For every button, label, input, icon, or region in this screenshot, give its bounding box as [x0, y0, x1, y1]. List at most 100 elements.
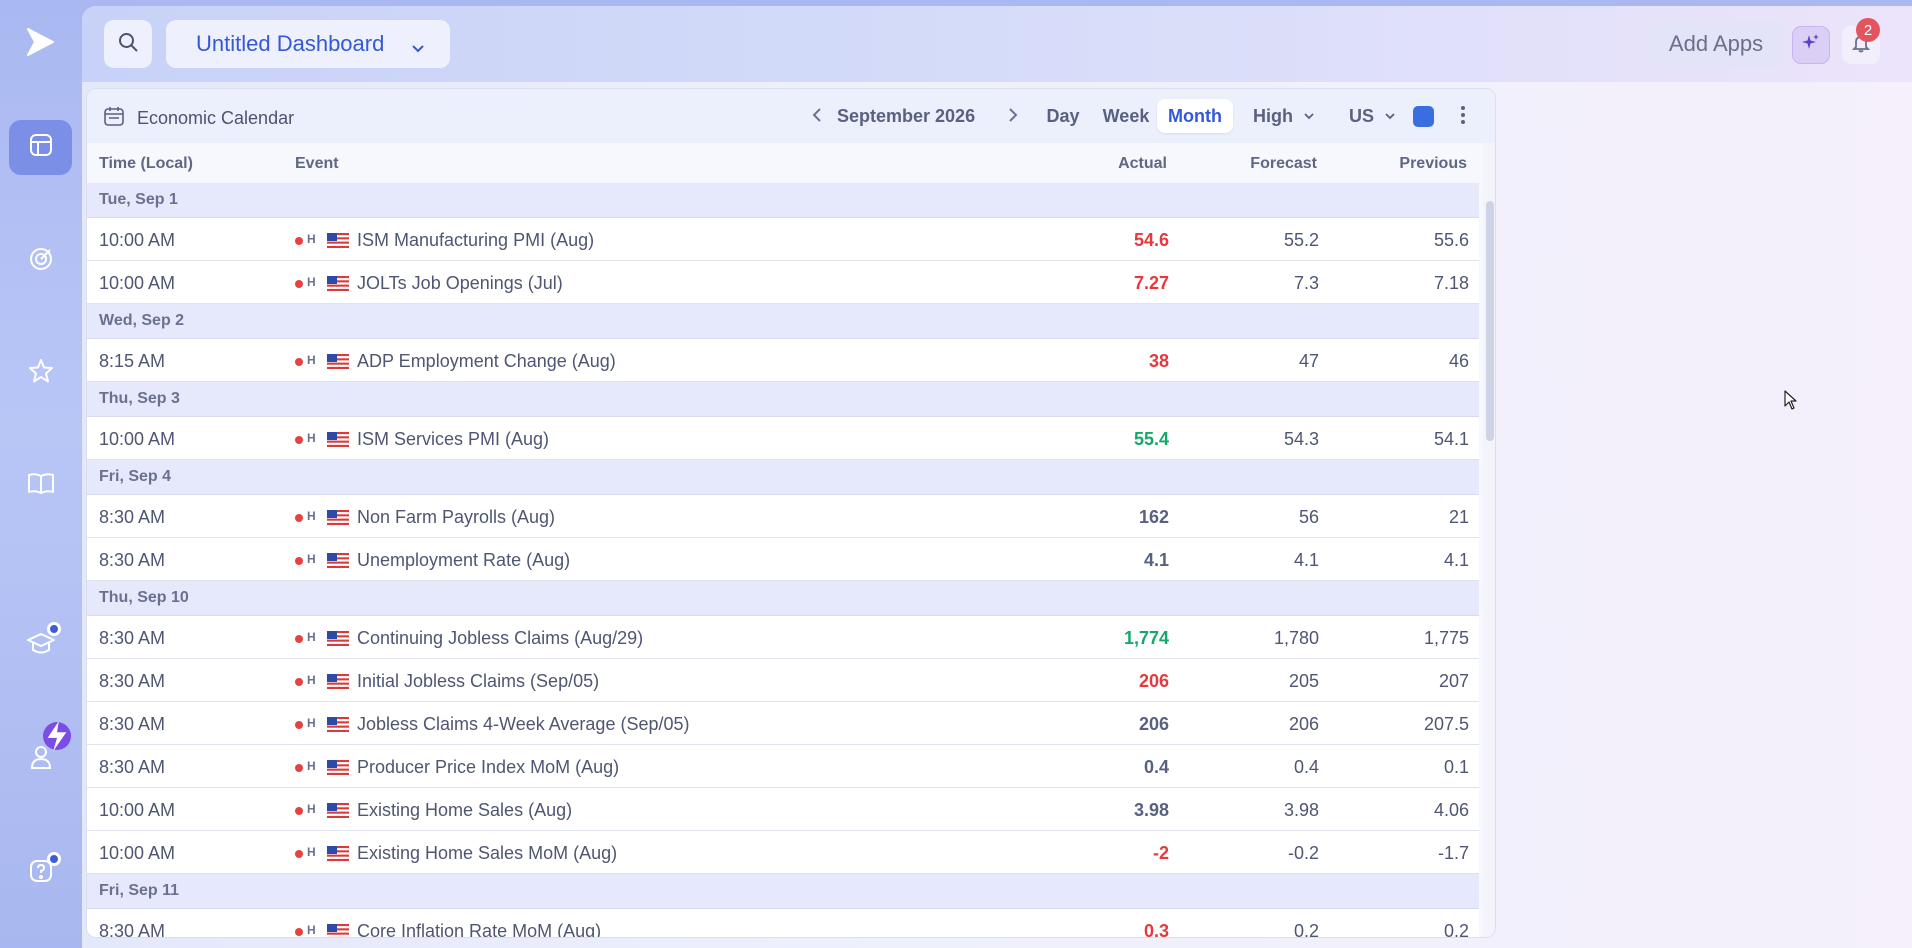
sidebar-item-dashboard[interactable] — [9, 120, 72, 175]
view-week-button[interactable]: Week — [1102, 105, 1150, 126]
us-flag-icon — [327, 431, 349, 447]
event-name[interactable]: Initial Jobless Claims (Sep/05) — [357, 671, 600, 691]
event-name[interactable]: ADP Employment Change (Aug) — [357, 351, 616, 371]
event-actual: 0.4 — [1143, 757, 1169, 777]
add-apps-button[interactable]: Add Apps — [1648, 20, 1784, 68]
event-actual: 3.98 — [1133, 800, 1169, 820]
widget-color-picker[interactable] — [1413, 106, 1434, 127]
column-header-event[interactable]: Event — [295, 155, 339, 172]
importance-dot-icon — [295, 358, 303, 366]
sidebar-item-profile[interactable] — [9, 721, 72, 787]
importance-label: H — [307, 232, 316, 246]
importance-dot-icon — [295, 928, 303, 936]
scrollbar-thumb[interactable] — [1486, 201, 1494, 441]
event-row[interactable]: 8:30 AM H Unemployment Rate (Aug) 4.1 4.1 4.1 — [87, 538, 1479, 581]
event-row[interactable]: 10:00 AM H Existing Home Sales MoM (Aug) -2… — [87, 831, 1479, 874]
importance-dot-icon — [295, 557, 303, 565]
event-time: 8:30 AM — [99, 628, 166, 648]
economic-calendar-widget: Economic Calendar September 2026 Day Wee… — [86, 88, 1496, 938]
importance-label: H — [307, 431, 316, 445]
us-flag-icon — [327, 759, 349, 775]
search-button[interactable] — [104, 20, 152, 68]
sidebar-item-academy[interactable] — [9, 618, 72, 673]
event-row[interactable]: 8:30 AM H Initial Jobless Claims (Sep/05) 2… — [87, 659, 1479, 702]
event-row[interactable]: 8:30 AM H Continuing Jobless Claims (Aug/2… — [87, 616, 1479, 659]
kebab-menu-icon[interactable] — [1459, 103, 1467, 132]
event-actual: 38 — [1148, 351, 1169, 371]
us-flag-icon — [327, 275, 349, 291]
sidebar-item-radar[interactable] — [9, 234, 72, 289]
column-header-previous[interactable]: Previous — [1399, 155, 1467, 172]
us-flag-icon — [327, 802, 349, 818]
sidebar-item-learn[interactable] — [9, 458, 72, 513]
event-actual: 7.27 — [1133, 273, 1169, 293]
event-name[interactable]: Jobless Claims 4-Week Average (Sep/05) — [357, 714, 690, 734]
dashboard-selector[interactable]: Untitled Dashboard — [166, 20, 450, 68]
event-row[interactable]: 8:30 AM H Producer Price Index MoM (Aug) 0.… — [87, 745, 1479, 788]
event-row[interactable]: 10:00 AM H ISM Manufacturing PMI (Aug) 54.6… — [87, 218, 1479, 261]
event-time: 8:30 AM — [99, 714, 166, 734]
chevron-right-icon[interactable] — [1005, 103, 1021, 133]
event-name[interactable]: Existing Home Sales (Aug) — [357, 800, 573, 820]
event-forecast: 206 — [1288, 714, 1319, 734]
event-row[interactable]: 8:30 AM H Non Farm Payrolls (Aug) 162 56 21 — [87, 495, 1479, 538]
logo-icon[interactable] — [24, 26, 56, 63]
event-row[interactable]: 10:00 AM H ISM Services PMI (Aug) 55.4 54.3 5… — [87, 417, 1479, 460]
event-row[interactable]: 8:15 AM H ADP Employment Change (Aug) 38 47 4… — [87, 339, 1479, 382]
event-time: 10:00 AM — [99, 800, 176, 820]
event-name[interactable]: Core Inflation Rate MoM (Aug) — [357, 921, 602, 938]
event-name[interactable]: ISM Manufacturing PMI (Aug) — [357, 230, 595, 250]
column-header-forecast[interactable]: Forecast — [1250, 155, 1317, 172]
view-day-button[interactable]: Day — [1046, 105, 1080, 126]
country-dropdown[interactable]: US — [1349, 106, 1396, 127]
sparkle-icon — [1801, 33, 1821, 58]
importance-dot-icon — [295, 635, 303, 643]
event-previous: 0.2 — [1443, 921, 1469, 938]
event-name[interactable]: Non Farm Payrolls (Aug) — [357, 507, 556, 527]
event-forecast: 0.2 — [1293, 921, 1319, 938]
event-forecast: 55.2 — [1283, 230, 1319, 250]
mouse-cursor-icon — [1784, 390, 1798, 415]
date-group-header: Thu, Sep 3 — [87, 382, 1479, 417]
importance-label: H — [307, 845, 316, 859]
sidebar-item-favorites[interactable] — [9, 346, 72, 401]
importance-label: H — [307, 552, 316, 566]
event-time: 8:30 AM — [99, 550, 166, 570]
chevron-left-icon[interactable] — [809, 103, 825, 133]
dashboard-name: Untitled Dashboard — [196, 31, 385, 56]
column-header-actual[interactable]: Actual — [1118, 155, 1167, 172]
user-icon — [26, 742, 56, 777]
sidebar-item-help[interactable] — [9, 846, 72, 901]
event-row[interactable]: 10:00 AM H Existing Home Sales (Aug) 3.98 3.… — [87, 788, 1479, 831]
event-forecast: 205 — [1288, 671, 1319, 691]
date-group-header: Wed, Sep 2 — [87, 304, 1479, 339]
event-name[interactable]: Producer Price Index MoM (Aug) — [357, 757, 620, 777]
importance-dot-icon — [295, 807, 303, 815]
event-name[interactable]: JOLTs Job Openings (Jul) — [357, 273, 563, 293]
event-actual: 162 — [1138, 507, 1169, 527]
event-time: 8:30 AM — [99, 671, 166, 691]
sidebar — [0, 0, 80, 948]
event-forecast: 4.1 — [1293, 550, 1319, 570]
importance-dot-icon — [295, 764, 303, 772]
event-name[interactable]: Unemployment Rate (Aug) — [357, 550, 571, 570]
book-icon — [26, 468, 56, 503]
event-row[interactable]: 8:30 AM H Core Inflation Rate MoM (Aug) 0.3… — [87, 909, 1479, 938]
event-name[interactable]: ISM Services PMI (Aug) — [357, 429, 550, 449]
event-name[interactable]: Existing Home Sales MoM (Aug) — [357, 843, 618, 863]
radar-icon — [26, 244, 56, 279]
importance-label: H — [307, 275, 316, 289]
event-actual: 206 — [1138, 671, 1169, 691]
event-forecast: 7.3 — [1293, 273, 1319, 293]
event-name[interactable]: Continuing Jobless Claims (Aug/29) — [357, 628, 644, 648]
view-month-button[interactable]: Month — [1157, 99, 1233, 133]
importance-dropdown[interactable]: High — [1253, 106, 1315, 127]
us-flag-icon — [327, 845, 349, 861]
column-header-time[interactable]: Time (Local) — [99, 155, 193, 172]
importance-label: H — [307, 759, 316, 773]
date-group-header: Thu, Sep 10 — [87, 581, 1479, 616]
event-time: 10:00 AM — [99, 273, 176, 293]
ai-assistant-button[interactable] — [1792, 26, 1830, 64]
event-row[interactable]: 10:00 AM H JOLTs Job Openings (Jul) 7.27 7.3… — [87, 261, 1479, 304]
event-row[interactable]: 8:30 AM H Jobless Claims 4-Week Average (S… — [87, 702, 1479, 745]
